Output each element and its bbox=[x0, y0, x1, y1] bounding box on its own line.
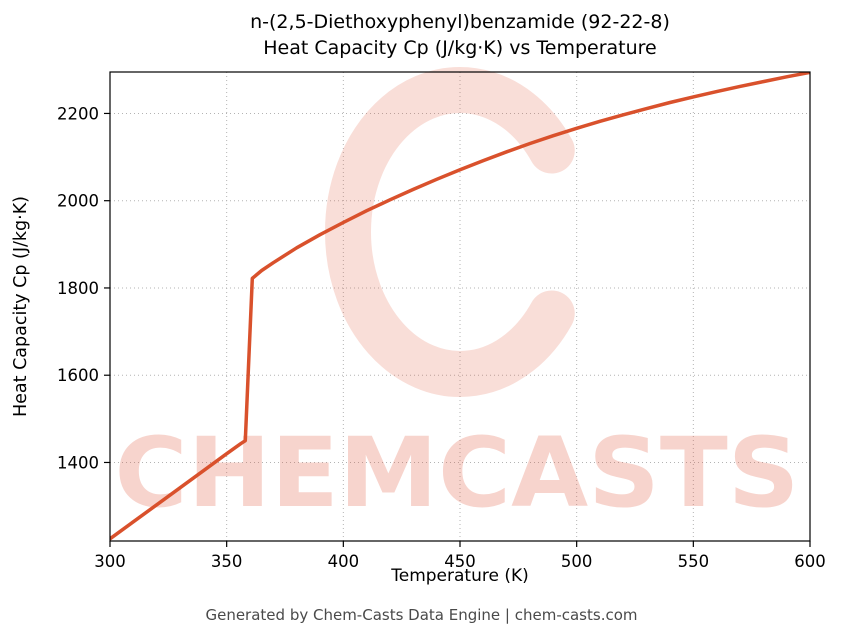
footer-text: Generated by Chem-Casts Data Engine | ch… bbox=[205, 606, 638, 624]
y-tick-label: 1800 bbox=[57, 279, 99, 298]
x-tick-label: 600 bbox=[794, 552, 826, 571]
watermark-letter-c-icon bbox=[325, 67, 575, 397]
x-tick-label: 550 bbox=[678, 552, 710, 571]
x-tick-label: 350 bbox=[211, 552, 243, 571]
y-tick-label: 2200 bbox=[57, 104, 99, 123]
y-tick-label: 1600 bbox=[57, 366, 99, 385]
x-tick-label: 400 bbox=[328, 552, 360, 571]
x-tick-label: 300 bbox=[94, 552, 126, 571]
x-axis-label: Temperature (K) bbox=[391, 566, 529, 586]
watermark-text: CHEMCASTS bbox=[115, 417, 800, 529]
x-tick-label: 450 bbox=[444, 552, 476, 571]
chart-title: n-(2,5-Diethoxyphenyl)benzamide (92-22-8… bbox=[250, 11, 670, 33]
cp-vs-temperature-line bbox=[110, 72, 810, 541]
x-tick-label: 500 bbox=[561, 552, 593, 571]
y-axis-label: Heat Capacity Cp (J/kg·K) bbox=[11, 196, 31, 417]
chart-subtitle: Heat Capacity Cp (J/kg·K) vs Temperature bbox=[263, 36, 657, 59]
y-tick-label: 1400 bbox=[57, 453, 99, 472]
y-tick-label: 2000 bbox=[57, 192, 99, 211]
chart-title-block: n-(2,5-Diethoxyphenyl)benzamide (92-22-8… bbox=[110, 10, 810, 61]
